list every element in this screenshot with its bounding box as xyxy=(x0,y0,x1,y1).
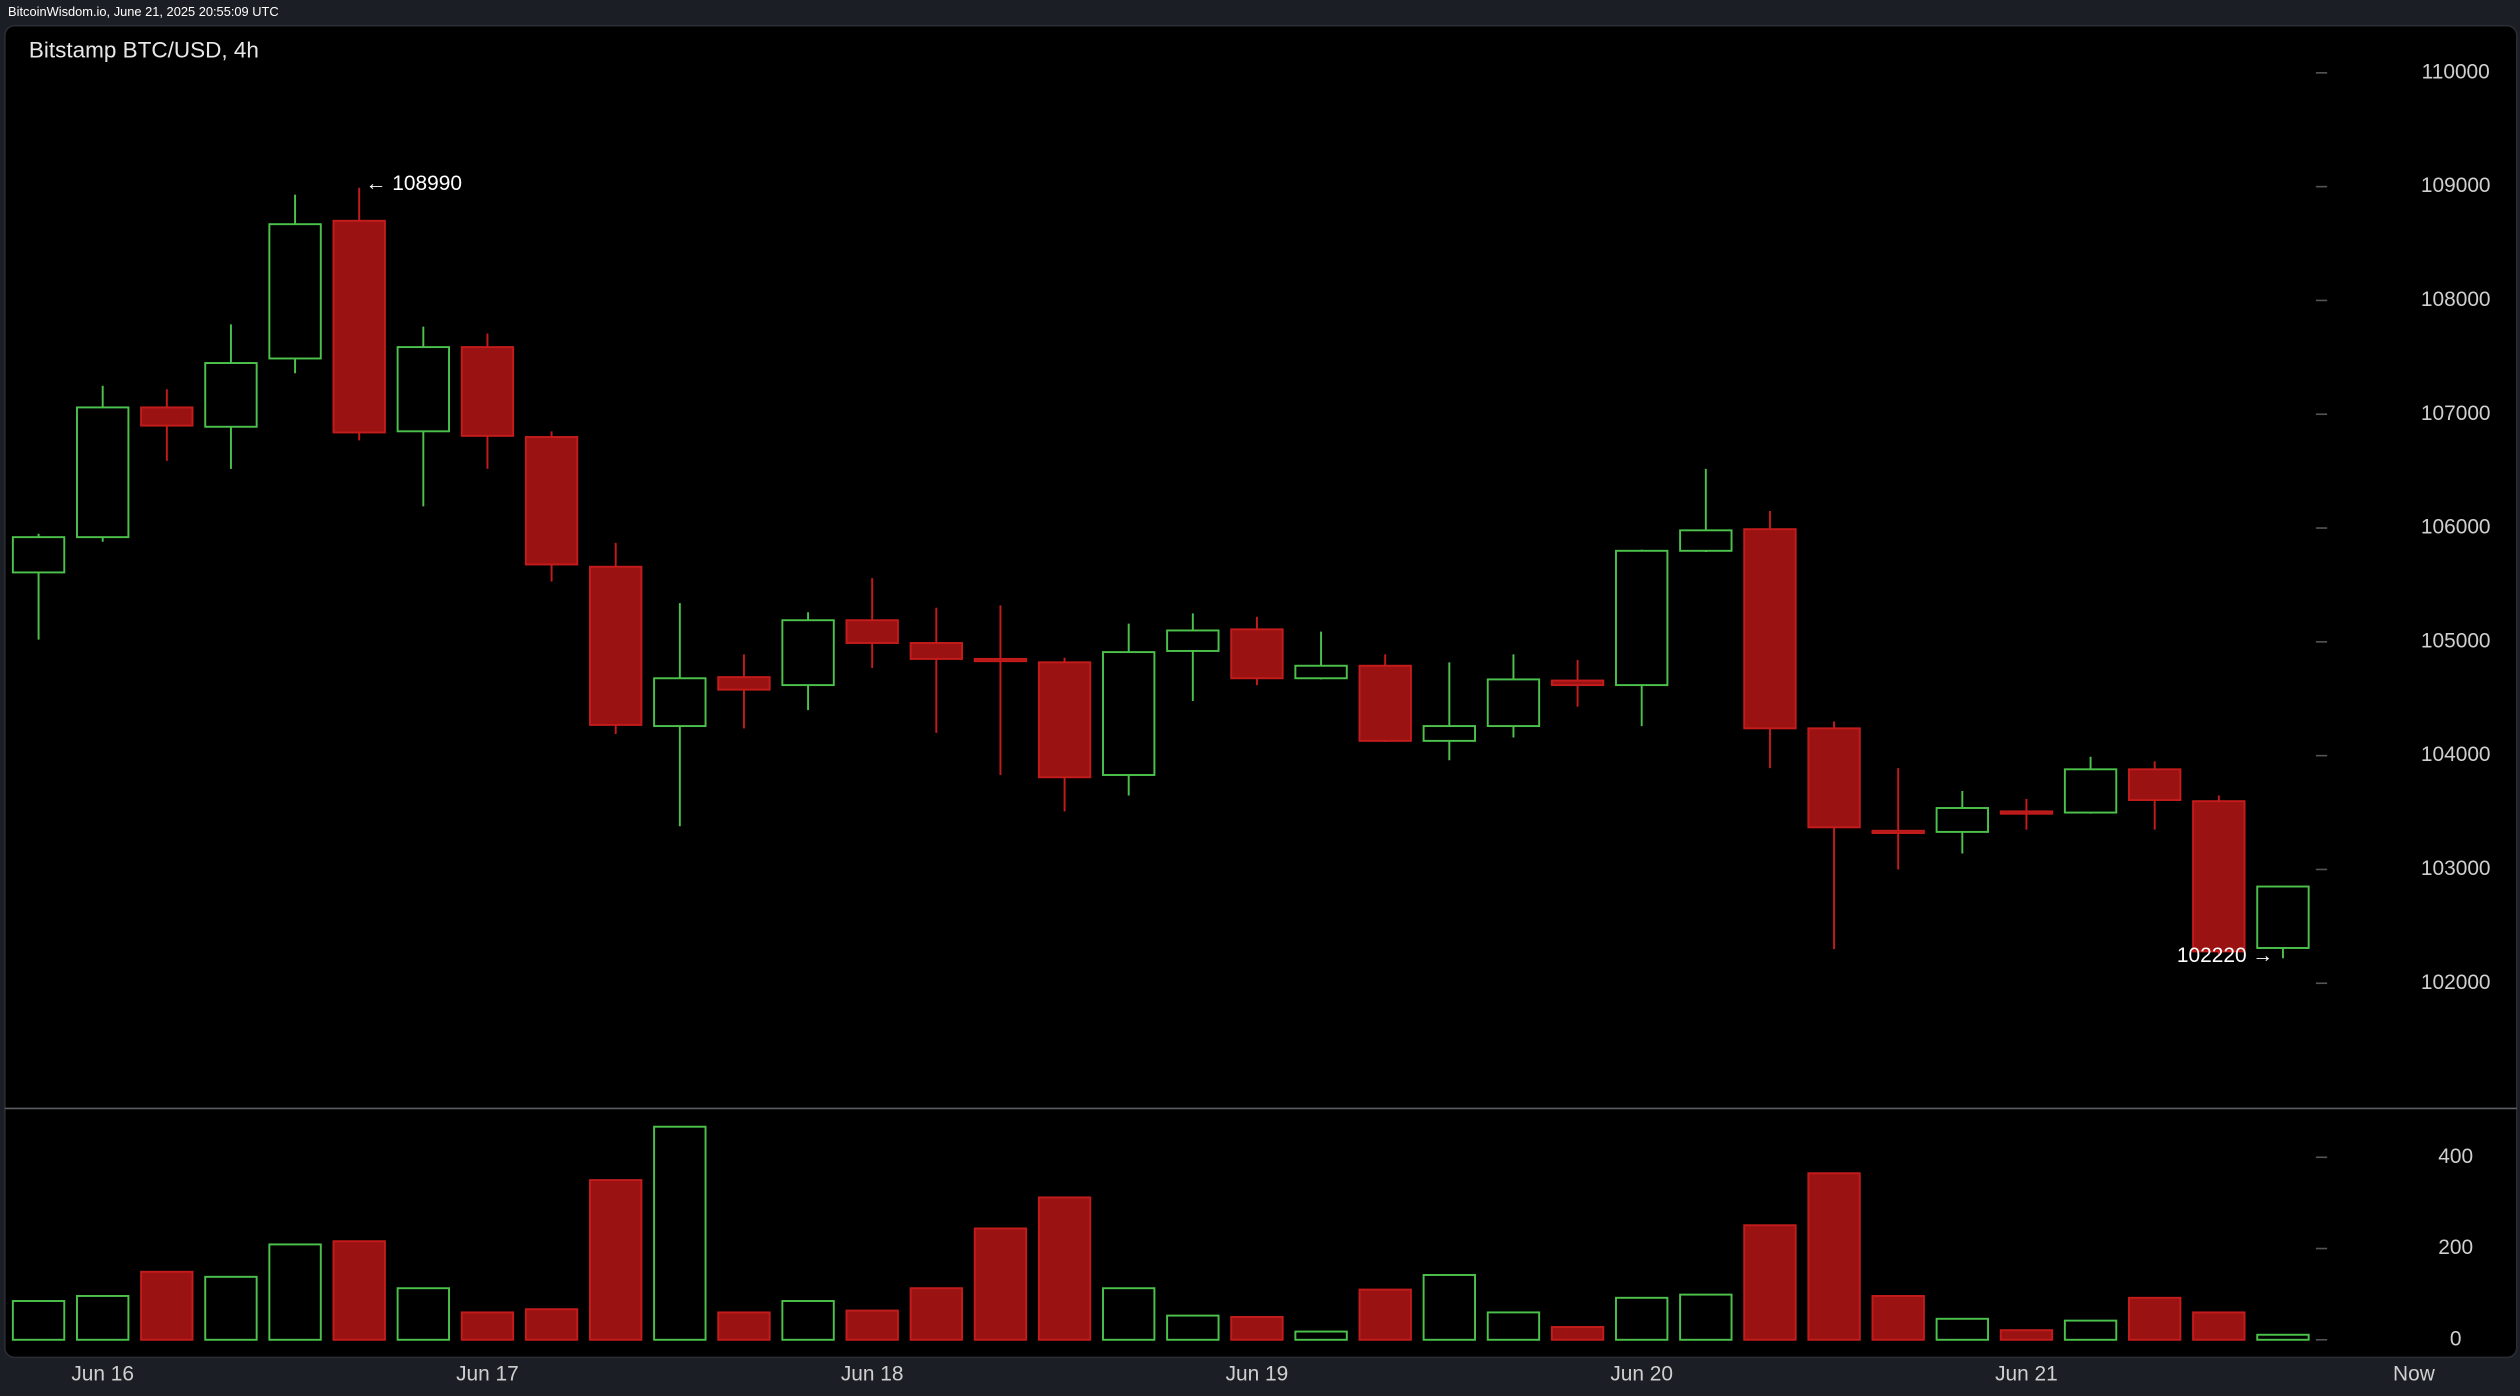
volume-bar xyxy=(1294,1330,1348,1341)
candle-body xyxy=(1871,829,1925,835)
candle-body xyxy=(1999,810,2054,815)
volume-bar xyxy=(1550,1326,1605,1341)
volume-bar xyxy=(2063,1319,2118,1341)
x-tick-label: Jun 20 xyxy=(1610,1363,1673,1386)
volume-bar xyxy=(460,1311,515,1341)
y-tick-label: 102000 xyxy=(2421,971,2491,994)
candle-body xyxy=(1166,629,1220,652)
volume-bar xyxy=(1679,1293,1733,1341)
candle-body xyxy=(717,676,771,691)
volume-bar xyxy=(2192,1311,2246,1341)
volume-bar xyxy=(268,1243,322,1341)
candle-body xyxy=(1679,529,1733,552)
volume-bar xyxy=(717,1311,771,1341)
candle-body xyxy=(2128,768,2182,802)
volume-bar xyxy=(76,1295,130,1341)
candle-body xyxy=(1358,664,1412,742)
volume-bar xyxy=(653,1125,707,1341)
candle-body xyxy=(11,536,66,574)
candle-body xyxy=(1230,628,1284,680)
max-annotation: ← 108990 xyxy=(366,172,462,195)
panel xyxy=(4,24,2518,1359)
candle-body xyxy=(845,619,899,644)
volume-bar xyxy=(589,1179,643,1341)
y-tick-label: 105000 xyxy=(2421,629,2491,652)
volume-bar xyxy=(1037,1196,1092,1341)
volume-bar xyxy=(2128,1296,2182,1341)
source-label: BitcoinWisdom.io, June 21, 2025 20:55:09… xyxy=(8,4,279,19)
volume-bar xyxy=(1871,1295,1925,1341)
volume-bar xyxy=(396,1287,450,1341)
volume-bar xyxy=(909,1287,963,1341)
volume-bar xyxy=(1999,1329,2054,1341)
volume-bar xyxy=(973,1227,1028,1341)
volume-bar xyxy=(2256,1333,2310,1341)
candle-body xyxy=(1615,549,1669,687)
candle-body xyxy=(1743,528,1797,730)
y-tick-label: 107000 xyxy=(2421,402,2491,425)
candle-body xyxy=(1807,727,1861,829)
candle-body xyxy=(268,223,322,360)
candle-body xyxy=(781,619,835,687)
candle-body xyxy=(1935,807,1989,833)
candle-body xyxy=(589,565,643,726)
candle-body xyxy=(204,362,258,428)
candle-body xyxy=(1422,725,1476,742)
x-end-label: Now xyxy=(2393,1363,2436,1386)
candle-body xyxy=(460,346,515,437)
candle-body xyxy=(332,219,386,434)
x-tick-label: Jun 17 xyxy=(456,1363,519,1386)
y-tick-label: 106000 xyxy=(2421,516,2491,539)
y-tick-label: 110000 xyxy=(2422,60,2490,83)
candle-body xyxy=(1294,664,1348,680)
candle-body xyxy=(1486,678,1541,728)
x-tick-label: Jun 16 xyxy=(71,1363,134,1386)
volume-bar xyxy=(140,1270,194,1341)
volume-bar xyxy=(845,1309,899,1341)
volume-bar xyxy=(1166,1314,1220,1341)
candle-body xyxy=(973,657,1028,663)
volume-bar xyxy=(11,1300,66,1341)
candle-body xyxy=(909,642,963,660)
y-tick-label: 103000 xyxy=(2421,857,2491,880)
candle-body xyxy=(1037,661,1092,779)
volume-bar xyxy=(1102,1287,1156,1341)
y-tick-label: 400 xyxy=(2438,1145,2473,1168)
volume-bar xyxy=(781,1300,835,1341)
y-tick-label: 0 xyxy=(2450,1327,2462,1350)
volume-bar xyxy=(1230,1315,1284,1341)
x-tick-label: Jun 21 xyxy=(1995,1363,2058,1386)
volume-bar xyxy=(1935,1317,1989,1341)
min-annotation: 102220 → xyxy=(2177,944,2273,967)
volume-bar xyxy=(1358,1288,1412,1341)
candle-body xyxy=(2192,800,2246,953)
candle-body xyxy=(2256,885,2310,949)
candle-body xyxy=(1102,651,1156,776)
y-tick-label: 108000 xyxy=(2421,288,2491,311)
chart-title: Bitstamp BTC/USD, 4h xyxy=(29,37,259,62)
x-tick-label: Jun 19 xyxy=(1226,1363,1289,1386)
volume-bar xyxy=(1486,1311,1541,1341)
candle-body xyxy=(140,406,194,427)
volume-bar xyxy=(204,1275,258,1341)
candle-body xyxy=(524,436,579,566)
candle-body xyxy=(1550,679,1605,687)
volume-bar xyxy=(1807,1172,1861,1341)
candle-body xyxy=(2063,768,2118,814)
volume-bar xyxy=(1743,1224,1797,1341)
volume-bar xyxy=(332,1240,386,1341)
y-tick-label: 104000 xyxy=(2421,743,2491,766)
candle-body xyxy=(653,677,707,728)
volume-bar xyxy=(1422,1274,1476,1341)
y-tick-label: 200 xyxy=(2438,1236,2473,1259)
candle-body xyxy=(396,346,450,433)
y-tick-label: 109000 xyxy=(2421,174,2491,197)
volume-bar xyxy=(1615,1296,1669,1341)
volume-bar xyxy=(524,1308,579,1341)
candle-body xyxy=(76,406,130,539)
x-tick-label: Jun 18 xyxy=(841,1363,904,1386)
